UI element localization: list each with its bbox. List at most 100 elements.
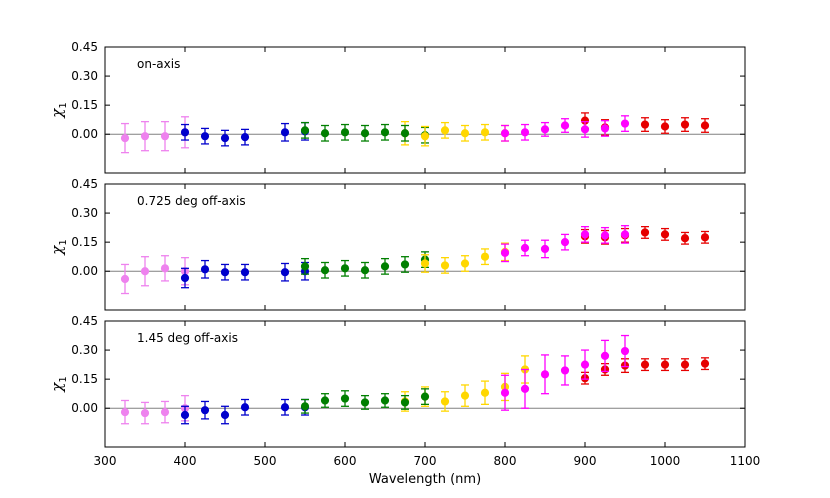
data-marker bbox=[180, 128, 190, 137]
data-point bbox=[220, 263, 230, 281]
data-point bbox=[380, 123, 390, 141]
y-tick-label: 0.30 bbox=[71, 206, 98, 220]
x-tick-label: 600 bbox=[334, 454, 357, 468]
data-point bbox=[560, 355, 570, 386]
y-tick-label: 0.15 bbox=[71, 372, 98, 386]
data-point bbox=[180, 267, 190, 289]
data-marker bbox=[600, 231, 610, 240]
data-marker bbox=[440, 397, 450, 406]
data-marker bbox=[200, 406, 210, 415]
data-marker bbox=[400, 260, 410, 269]
data-marker bbox=[220, 134, 230, 143]
data-point bbox=[580, 225, 590, 243]
data-marker bbox=[120, 274, 130, 284]
data-marker bbox=[540, 125, 550, 134]
data-point bbox=[440, 257, 450, 274]
data-marker bbox=[620, 230, 630, 239]
data-point bbox=[660, 227, 670, 241]
y-tick-label: 0.00 bbox=[71, 401, 98, 415]
data-point bbox=[120, 263, 130, 295]
data-point bbox=[680, 358, 690, 372]
data-point bbox=[660, 358, 670, 372]
data-point bbox=[620, 225, 630, 244]
data-point bbox=[620, 334, 630, 368]
data-marker bbox=[380, 128, 390, 137]
data-marker bbox=[140, 132, 150, 141]
y-tick-label: 0.30 bbox=[71, 343, 98, 357]
data-point bbox=[700, 230, 710, 244]
data-point bbox=[460, 384, 470, 407]
data-point bbox=[480, 123, 490, 141]
data-marker bbox=[540, 370, 550, 379]
data-point bbox=[660, 119, 670, 134]
data-marker bbox=[460, 259, 470, 268]
data-marker bbox=[280, 128, 290, 137]
data-point bbox=[180, 123, 190, 141]
data-marker bbox=[160, 264, 170, 273]
data-marker bbox=[500, 129, 510, 138]
data-point bbox=[480, 380, 490, 406]
data-marker bbox=[240, 403, 250, 412]
plot-frame bbox=[104, 183, 746, 311]
data-point bbox=[560, 118, 570, 133]
data-marker bbox=[700, 233, 710, 242]
data-marker bbox=[300, 126, 310, 135]
data-point bbox=[600, 339, 610, 373]
data-point bbox=[700, 357, 710, 371]
data-marker bbox=[180, 410, 190, 420]
x-axis: 300 400 500 600 700 800 900 1000 1100 bbox=[94, 454, 761, 468]
data-marker bbox=[120, 134, 130, 143]
data-marker bbox=[160, 132, 170, 141]
data-marker bbox=[520, 128, 530, 137]
data-point bbox=[400, 256, 410, 273]
data-marker bbox=[600, 351, 610, 360]
x-tick-label: 400 bbox=[174, 454, 197, 468]
y-axis-label: χ1 bbox=[48, 102, 69, 118]
data-point bbox=[480, 248, 490, 266]
data-marker bbox=[400, 398, 410, 407]
data-marker bbox=[480, 128, 490, 137]
data-point bbox=[500, 374, 510, 411]
data-marker bbox=[420, 259, 430, 268]
x-tick-label: 700 bbox=[414, 454, 437, 468]
data-marker bbox=[680, 234, 690, 243]
data-point bbox=[280, 262, 290, 282]
data-marker bbox=[480, 388, 490, 397]
data-point bbox=[220, 129, 230, 147]
data-marker bbox=[120, 408, 130, 417]
data-point bbox=[620, 115, 630, 132]
data-marker bbox=[420, 392, 430, 401]
data-point bbox=[360, 124, 370, 142]
data-marker bbox=[700, 359, 710, 368]
y-tick-label: 0.30 bbox=[71, 69, 98, 83]
data-marker bbox=[580, 125, 590, 134]
y-tick-label: 0.45 bbox=[71, 314, 98, 328]
plot-frame bbox=[104, 46, 746, 174]
data-point bbox=[200, 127, 210, 145]
data-point bbox=[200, 259, 210, 279]
data-point bbox=[160, 400, 170, 424]
data-point bbox=[280, 122, 290, 142]
data-marker bbox=[200, 265, 210, 274]
x-tick-label: 500 bbox=[254, 454, 277, 468]
data-point bbox=[400, 124, 410, 142]
data-marker bbox=[440, 261, 450, 270]
data-marker bbox=[320, 129, 330, 138]
data-marker bbox=[420, 132, 430, 141]
data-marker bbox=[340, 264, 350, 273]
data-point bbox=[680, 117, 690, 132]
data-marker bbox=[380, 262, 390, 271]
panel-annotation: 0.725 deg off-axis bbox=[137, 194, 246, 208]
data-marker bbox=[640, 228, 650, 237]
data-marker bbox=[680, 360, 690, 369]
data-point bbox=[600, 226, 610, 244]
data-point bbox=[140, 120, 150, 152]
data-point bbox=[520, 368, 530, 409]
data-point bbox=[200, 400, 210, 420]
data-marker bbox=[580, 360, 590, 369]
data-marker bbox=[280, 268, 290, 277]
data-marker bbox=[540, 244, 550, 254]
